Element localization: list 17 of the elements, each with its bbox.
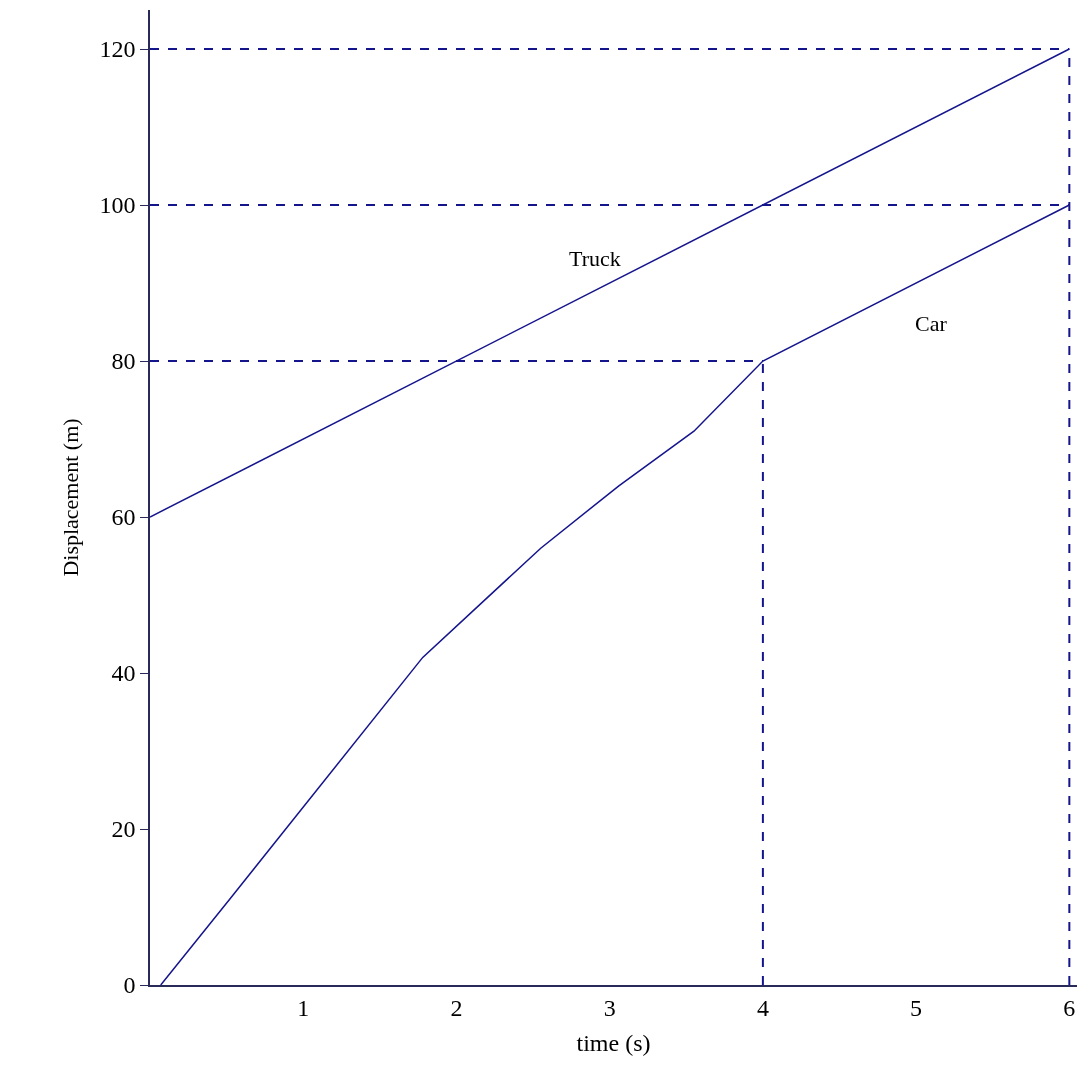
x-tick-label: 1 [297, 994, 310, 1021]
y-tick-label: 60 [111, 504, 136, 531]
y-tick-label: 40 [111, 660, 136, 687]
x-tick-label: 2 [450, 994, 463, 1021]
y-tick-label: 80 [111, 348, 136, 375]
x-tick-label: 5 [910, 994, 923, 1021]
y-tick-label: 20 [111, 816, 136, 843]
series-label: Car [915, 311, 948, 336]
x-tick-label: 6 [1063, 994, 1076, 1021]
y-axis-title: Displacement (m) [57, 418, 83, 577]
y-tick-label: 0 [123, 972, 136, 999]
x-tick-label: 4 [756, 994, 769, 1021]
y-tick-label: 100 [99, 192, 136, 219]
x-tick-label: 3 [603, 994, 616, 1021]
x-axis-title: time (s) [576, 1030, 651, 1057]
series-label: Truck [569, 246, 621, 271]
y-tick-label: 120 [99, 36, 136, 63]
